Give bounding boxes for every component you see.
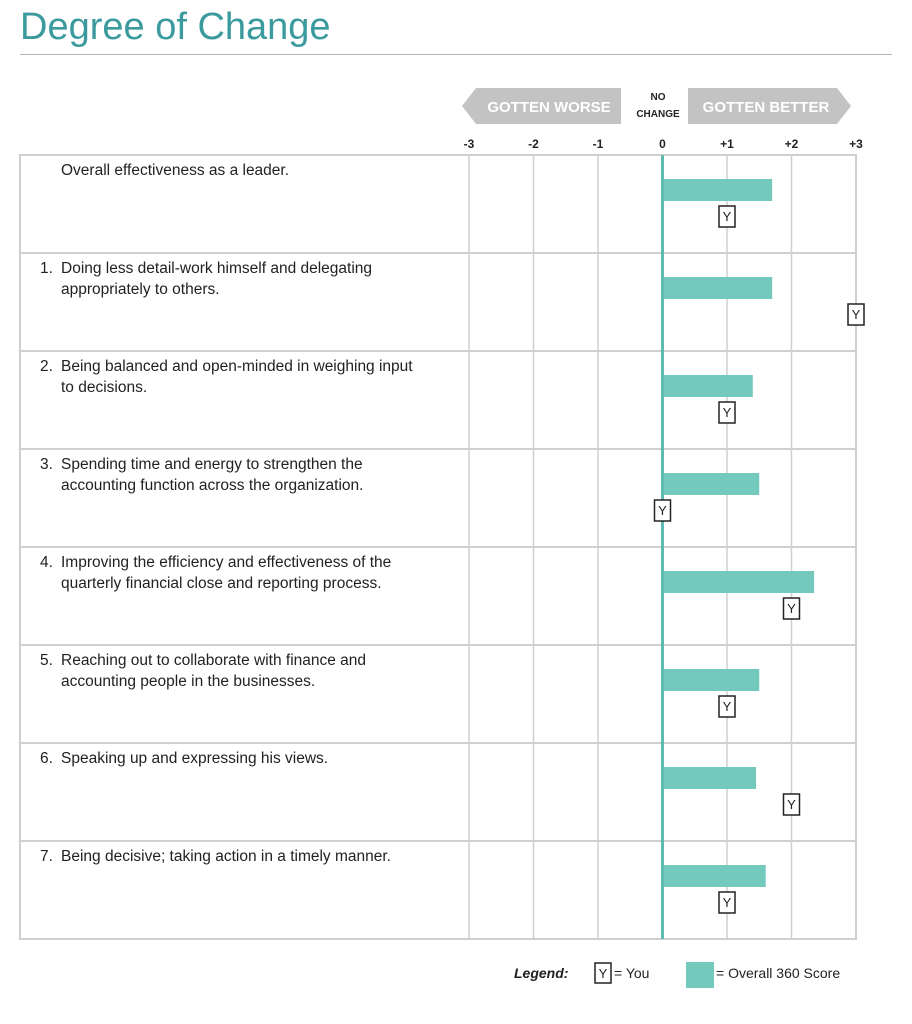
tick-label: +3 xyxy=(849,137,863,151)
tick-label: 0 xyxy=(659,137,666,151)
overall-score-bar xyxy=(662,277,773,299)
legend-title: Legend: xyxy=(514,965,569,981)
legend-overall-swatch xyxy=(686,962,714,988)
you-marker: Y xyxy=(782,793,801,816)
row-label: 3. Spending time and energy to strengthen… xyxy=(40,454,420,496)
legend-you-text: = You xyxy=(614,965,650,981)
you-marker-box xyxy=(718,205,736,228)
overall-score-bar xyxy=(662,767,757,789)
you-marker-letter: Y xyxy=(787,797,796,812)
legend-you-marker: Y xyxy=(599,966,608,981)
row-label: 4. Improving the efficiency and effective… xyxy=(40,552,420,594)
you-marker-box xyxy=(718,891,736,914)
you-marker-letter: Y xyxy=(852,307,861,322)
title-divider xyxy=(20,54,892,55)
row-label: 7. Being decisive; taking action in a tim… xyxy=(40,846,420,867)
gotten-better-arrow xyxy=(688,88,851,124)
row-number: 3. xyxy=(40,456,53,473)
row-number: 2. xyxy=(40,358,53,375)
row-text: Doing less detail-work himself and deleg… xyxy=(61,260,373,298)
tick-label: -1 xyxy=(593,137,604,151)
row-number: 1. xyxy=(40,260,53,277)
you-marker-box xyxy=(718,695,736,718)
you-marker: Y xyxy=(718,205,736,228)
row-label: 6. Speaking up and expressing his views. xyxy=(40,748,420,769)
no-change-label-line1: NO xyxy=(651,92,666,103)
overall-score-bar xyxy=(662,473,760,495)
you-marker-letter: Y xyxy=(723,209,732,224)
axis-tick-labels: -3 -2 -1 0 +1 +2 +3 xyxy=(464,137,864,151)
overall-score-bar xyxy=(662,179,773,201)
legend-overall-text: = Overall 360 Score xyxy=(716,965,841,981)
row-text: Speaking up and expressing his views. xyxy=(61,750,329,767)
row-number: 4. xyxy=(40,554,53,571)
you-marker-box xyxy=(718,401,736,424)
you-marker: Y xyxy=(718,695,736,718)
you-markers: Y Y Y Y Y Y Y Y xyxy=(653,205,865,914)
row-label: Overall effectiveness as a leader. xyxy=(40,160,420,181)
row-number: 7. xyxy=(40,848,53,865)
tick-label: +2 xyxy=(785,137,799,151)
you-marker: Y xyxy=(718,891,736,914)
row-label: 1. Doing less detail-work himself and del… xyxy=(40,258,420,300)
gotten-worse-arrow xyxy=(462,88,621,124)
row-text: Improving the efficiency and effectivene… xyxy=(61,554,392,592)
row-number: 5. xyxy=(40,652,53,669)
row-text: Being decisive; taking action in a timel… xyxy=(61,848,391,865)
row-label: 5. Reaching out to collaborate with finan… xyxy=(40,650,420,692)
overall-score-bars xyxy=(661,155,815,939)
legend-you-box xyxy=(594,962,612,984)
you-marker-box xyxy=(782,597,801,620)
row-number: 6. xyxy=(40,750,53,767)
row-text: Being balanced and open-minded in weighi… xyxy=(61,358,413,396)
you-marker-letter: Y xyxy=(723,895,732,910)
gotten-better-label: GOTTEN BETTER xyxy=(703,99,830,116)
overall-score-bar xyxy=(662,375,753,397)
overall-score-bar xyxy=(662,669,760,691)
you-marker: Y xyxy=(653,499,672,522)
overall-score-bar xyxy=(662,571,815,593)
tick-label: -2 xyxy=(528,137,539,151)
page-title: Degree of Change xyxy=(20,6,331,48)
you-marker-box xyxy=(782,793,801,816)
no-change-label-line2: CHANGE xyxy=(636,109,680,120)
overall-score-bar xyxy=(662,865,766,887)
you-marker-letter: Y xyxy=(658,503,667,518)
you-marker: Y xyxy=(782,597,801,620)
tick-label: -3 xyxy=(464,137,475,151)
you-marker: Y xyxy=(847,303,865,326)
row-label: 2. Being balanced and open-minded in weig… xyxy=(40,356,420,398)
you-marker-letter: Y xyxy=(723,405,732,420)
row-text: Overall effectiveness as a leader. xyxy=(61,162,290,179)
you-marker-box xyxy=(847,303,865,326)
tick-label: +1 xyxy=(720,137,734,151)
you-marker-letter: Y xyxy=(723,699,732,714)
you-marker-box xyxy=(653,499,672,522)
row-text: Reaching out to collaborate with finance… xyxy=(61,652,367,690)
you-marker: Y xyxy=(718,401,736,424)
you-marker-letter: Y xyxy=(787,601,796,616)
row-text: Spending time and energy to strengthen t… xyxy=(61,456,364,494)
gotten-worse-label: GOTTEN WORSE xyxy=(487,99,610,116)
